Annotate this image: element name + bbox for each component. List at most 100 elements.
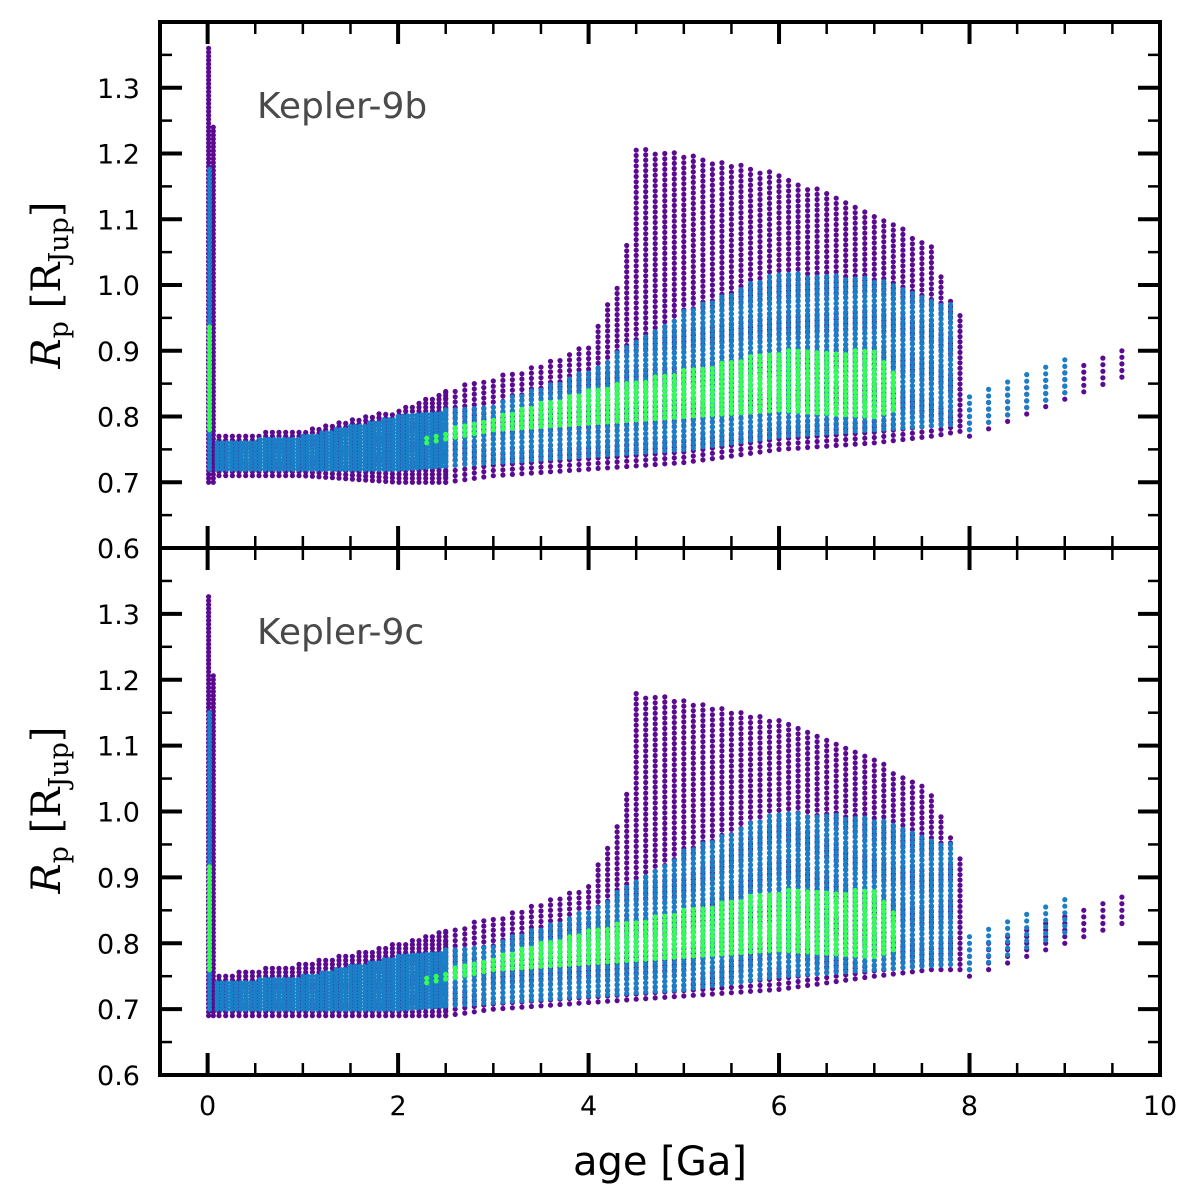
point-purple-1342	[681, 265, 687, 271]
point-purple-1799	[757, 254, 763, 260]
point-blue-3729	[557, 436, 563, 443]
point-purple-2484	[890, 248, 896, 254]
point-blue-4428	[795, 418, 801, 424]
point-blue-4448	[795, 326, 801, 332]
point-purple-2727	[206, 471, 212, 477]
point-blue-3667	[519, 430, 525, 436]
point-blue-3760	[576, 454, 582, 460]
point-purple-1514	[709, 282, 716, 288]
point-purple-2490	[900, 436, 906, 443]
point-purple-1705	[738, 168, 744, 174]
point-blue-4310	[757, 307, 763, 313]
point-blue-3592	[462, 406, 468, 412]
point-purple-610	[481, 474, 487, 480]
point-purple-1572	[719, 275, 725, 281]
point-purple-985	[624, 332, 630, 338]
point-purple-2832	[206, 57, 212, 63]
point-purple-2214	[833, 237, 839, 243]
point-purple-730	[538, 464, 544, 470]
point-purple-1747	[747, 240, 754, 246]
point-purple-2640	[928, 265, 935, 271]
point-purple-919	[605, 328, 611, 334]
point-purple-606	[471, 396, 477, 402]
point-purple-2066	[805, 234, 811, 240]
point-purple-2314	[852, 210, 858, 216]
point-blue-3693	[538, 452, 544, 458]
point-purple-1574	[719, 265, 725, 271]
point-purple-2162	[824, 254, 830, 260]
point-blue-4117	[709, 433, 716, 439]
point-purple-2023	[795, 193, 801, 199]
point-purple-2170	[824, 212, 830, 218]
point-purple-1651	[738, 452, 744, 458]
point-blue-4078	[690, 325, 696, 331]
point-purple-1642	[728, 206, 735, 212]
point-purple-1102	[643, 262, 649, 268]
point-blue-4238	[738, 323, 744, 329]
point-purple-2480	[890, 269, 896, 275]
point-purple-1921	[776, 178, 782, 184]
point-purple-1419	[690, 169, 696, 175]
point-blue-4850	[909, 341, 916, 347]
point-blue-4487	[805, 312, 811, 318]
point-purple-992	[624, 295, 630, 301]
point-blue-3564	[443, 417, 449, 423]
point-purple-201	[329, 475, 335, 481]
point-purple-1175	[652, 198, 658, 205]
point-purple-2123	[814, 196, 820, 203]
point-blue-4354	[776, 429, 782, 435]
point-purple-1469	[700, 215, 706, 221]
point-purple-66	[256, 473, 262, 479]
point-purple-2568	[909, 241, 916, 247]
point-blue-4584	[833, 346, 839, 352]
point-purple-2159	[824, 269, 830, 276]
point-purple-2112	[814, 254, 820, 260]
point-purple-1097	[643, 289, 649, 295]
point-purple-2111	[814, 260, 820, 266]
point-blue-3678	[528, 448, 535, 454]
point-purple-442	[416, 408, 422, 414]
point-blue-3885	[624, 344, 630, 351]
point-blue-3244	[352, 423, 358, 429]
point-purple-1756	[747, 193, 754, 199]
point-purple-2171	[824, 206, 830, 212]
point-purple-2362	[871, 434, 877, 441]
point-purple-2725	[206, 479, 212, 485]
point-blue-4145	[709, 304, 716, 310]
point-blue-4208	[728, 311, 735, 317]
point-purple-1868	[766, 174, 773, 180]
point-purple-2643	[928, 249, 935, 255]
point-blue-4955	[947, 380, 954, 386]
point-purple-1286	[671, 244, 677, 251]
point-purple-1529	[709, 203, 716, 209]
point-purple-2522	[900, 268, 906, 274]
point-blue-4460	[795, 271, 801, 277]
point-purple-1414	[690, 195, 696, 201]
point-purple-1236	[662, 193, 668, 199]
point-purple-1297	[671, 187, 677, 193]
point-purple-2523	[900, 263, 906, 269]
point-blue-3836	[605, 369, 611, 375]
point-purple-569	[452, 399, 458, 405]
point-blue-3763	[576, 440, 582, 446]
point-purple-1047	[633, 231, 639, 237]
point-blue-4377	[776, 323, 782, 329]
point-blue-4809	[900, 388, 906, 394]
point-purple-2317	[862, 435, 868, 441]
point-purple-573	[462, 471, 468, 477]
point-blue-4521	[814, 315, 820, 322]
point-purple-2396	[871, 256, 877, 262]
point-purple-1361	[681, 165, 687, 171]
point-blue-3567	[452, 462, 458, 468]
point-blue-4015	[671, 341, 677, 347]
point-purple-708	[528, 470, 535, 476]
point-purple-644	[490, 394, 496, 400]
point-blue-4558	[824, 306, 830, 312]
point-purple-2266	[843, 216, 849, 222]
point-purple-1636	[728, 237, 735, 243]
point-purple-792	[557, 363, 563, 369]
point-purple-2525	[900, 252, 906, 258]
point-blue-4691	[862, 326, 868, 332]
point-purple-1687	[738, 262, 744, 268]
point-purple-1913	[776, 220, 782, 226]
